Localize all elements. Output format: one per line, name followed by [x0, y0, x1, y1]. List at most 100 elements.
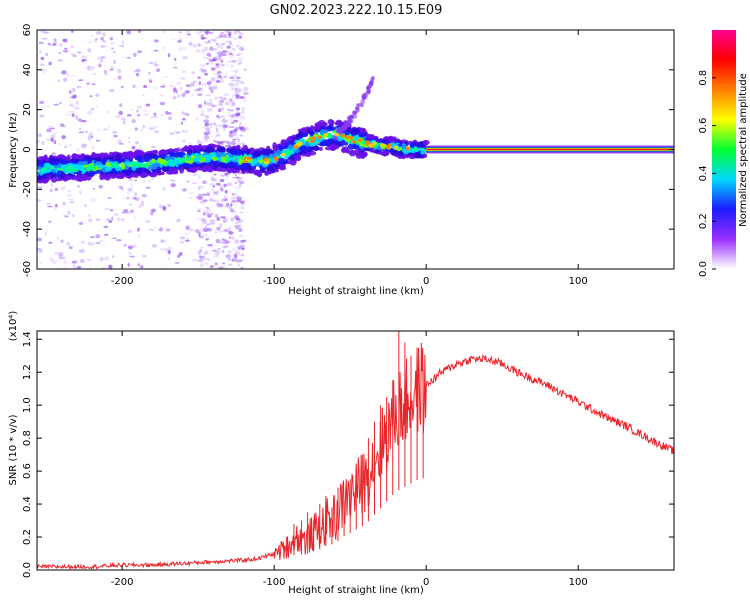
noise-point: [176, 40, 182, 43]
ridge-point: [67, 168, 74, 172]
ridge-point: [169, 151, 175, 159]
noise-point: [100, 45, 105, 48]
noise-point: [197, 138, 200, 143]
ridge-point: [353, 134, 359, 139]
noise-point: [232, 132, 238, 137]
noise-point: [235, 79, 241, 83]
ridge-point: [280, 142, 286, 147]
noise-point: [197, 104, 203, 108]
noise-point: [133, 53, 137, 57]
noise-point: [238, 46, 245, 51]
noise-point: [168, 112, 172, 115]
noise-point: [151, 243, 158, 248]
noise-point: [86, 82, 90, 85]
noise-point: [86, 65, 91, 70]
noise-point: [93, 188, 96, 190]
noise-point: [148, 71, 151, 75]
ridge-point: [409, 142, 416, 149]
noise-point: [55, 103, 59, 106]
noise-point: [120, 118, 127, 121]
noise-point: [119, 185, 124, 190]
noise-point: [98, 184, 104, 189]
noise-point: [63, 215, 68, 218]
noise-point: [91, 244, 94, 247]
noise-point: [211, 205, 214, 209]
noise-point: [141, 254, 148, 258]
snr-x-axis-label: Height of straight line (km): [288, 585, 424, 596]
ridge-point: [300, 146, 309, 151]
noise-point: [99, 239, 104, 242]
noise-point: [143, 84, 148, 89]
noise-point: [103, 69, 107, 75]
noise-point: [88, 218, 93, 223]
ridge-hot-point: [317, 135, 322, 140]
ridge-point: [330, 119, 335, 126]
noise-point: [240, 202, 246, 205]
noise-point: [205, 41, 209, 45]
ridge-point: [179, 166, 185, 174]
noise-point: [240, 239, 246, 243]
noise-point: [210, 176, 215, 182]
noise-point: [230, 196, 235, 201]
noise-point: [221, 242, 227, 244]
noise-point: [87, 136, 92, 141]
ridge-point: [293, 136, 302, 140]
noise-point: [118, 110, 124, 116]
noise-point: [220, 107, 225, 110]
noise-point: [116, 217, 121, 222]
noise-point: [95, 234, 101, 239]
ridge-point: [246, 165, 253, 172]
noise-point: [223, 195, 228, 198]
noise-point: [109, 209, 114, 212]
spectrogram-x-tick-label: 100: [569, 276, 588, 287]
ridge-point: [369, 149, 375, 153]
noise-point: [122, 56, 128, 59]
noise-point: [160, 30, 166, 34]
noise-point: [237, 52, 241, 56]
ridge-point: [41, 178, 49, 184]
ridge-point: [39, 161, 45, 168]
noise-point: [219, 174, 226, 177]
noise-point: [188, 228, 195, 232]
noise-point: [234, 68, 239, 74]
noise-point: [235, 260, 240, 264]
noise-point: [229, 40, 232, 44]
noise-point: [197, 230, 203, 235]
noise-point: [239, 245, 246, 248]
noise-point: [131, 118, 136, 124]
noise-point: [137, 263, 141, 267]
ridge-hot-point: [405, 146, 410, 151]
ridge-point: [53, 158, 61, 162]
noise-point: [136, 109, 139, 113]
noise-point: [228, 103, 231, 107]
noise-point: [160, 85, 166, 88]
noise-point: [236, 54, 240, 57]
noise-point: [211, 250, 216, 252]
noise-point: [220, 187, 224, 192]
noise-point: [135, 68, 141, 73]
noise-point: [46, 138, 49, 142]
noise-point: [212, 86, 218, 90]
noise-point: [80, 120, 87, 123]
noise-point: [200, 255, 205, 258]
ridge-point: [205, 147, 211, 153]
noise-point: [231, 59, 237, 62]
noise-point: [81, 55, 87, 59]
noise-point: [202, 131, 205, 135]
noise-point: [230, 121, 235, 124]
noise-point: [220, 63, 225, 67]
noise-point: [136, 113, 141, 117]
branch-point: [346, 115, 352, 120]
noise-point: [205, 56, 209, 60]
noise-point: [209, 125, 213, 129]
noise-point: [89, 265, 92, 268]
noise-point: [181, 111, 185, 115]
noise-point: [71, 113, 75, 117]
noise-point: [199, 262, 204, 268]
snr-y-tick-label: 0.2: [22, 529, 33, 545]
noise-point: [238, 134, 244, 137]
noise-point: [216, 142, 222, 146]
noise-point: [237, 264, 240, 267]
ridge-hot-point: [393, 145, 399, 150]
noise-point: [234, 82, 239, 86]
